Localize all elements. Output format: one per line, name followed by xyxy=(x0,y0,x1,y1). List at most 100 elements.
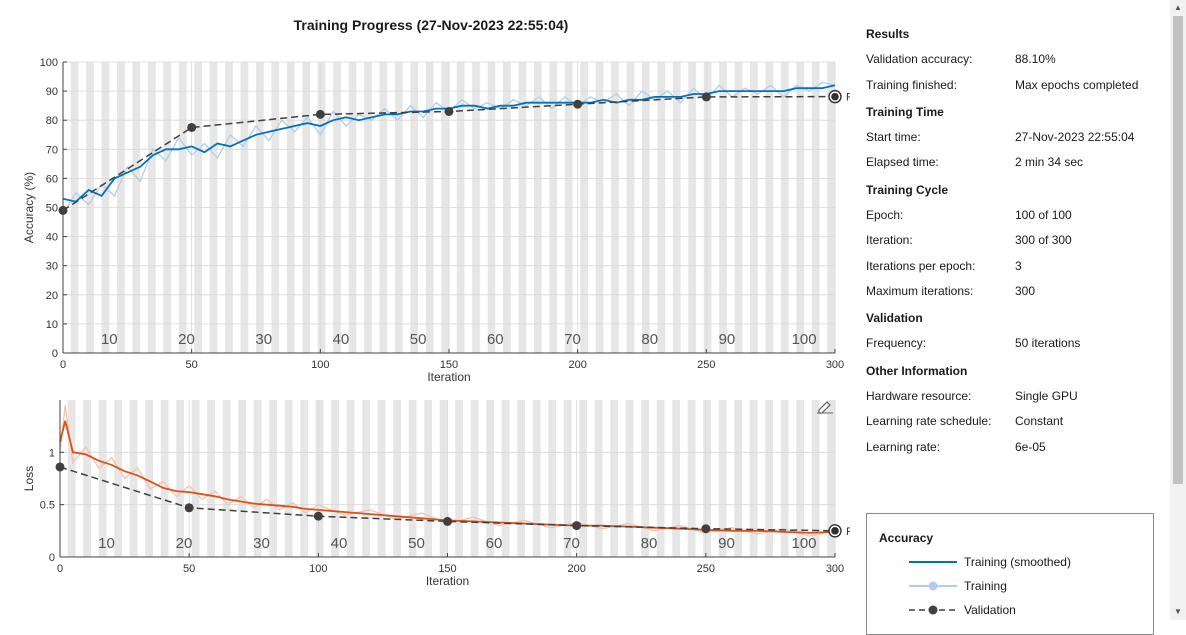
training-time-heading: Training Time xyxy=(866,105,944,119)
y-tick-label: 1 xyxy=(49,447,55,459)
epoch-band xyxy=(517,400,525,557)
epoch-band xyxy=(703,400,711,557)
epoch-label: 80 xyxy=(641,535,658,552)
x-tick-label: 300 xyxy=(826,563,844,575)
legend-validation-swatch xyxy=(909,605,957,615)
epoch-band xyxy=(424,400,432,557)
epoch-label: 20 xyxy=(178,331,195,348)
legend-training-swatch xyxy=(909,581,957,591)
epoch-label: 10 xyxy=(98,535,115,552)
hardware-resource-value: Single GPU xyxy=(1015,389,1078,403)
validation-point xyxy=(315,109,325,119)
x-tick-label: 100 xyxy=(309,563,327,575)
vertical-scrollbar[interactable]: ▲ ▼ xyxy=(1170,0,1186,620)
epoch-band xyxy=(83,400,91,557)
info-label: Maximum iterations: xyxy=(866,284,974,298)
validation-point xyxy=(184,503,194,513)
validation-point xyxy=(444,106,454,116)
info-label: Iterations per epoch: xyxy=(866,259,976,273)
learning-rate-schedule-value: Constant xyxy=(1015,414,1064,428)
epoch-label: 40 xyxy=(331,535,348,552)
x-axis-label: Iteration xyxy=(426,574,469,588)
training-finished-value: Max epochs completed xyxy=(1015,78,1139,92)
epoch-band xyxy=(548,400,556,557)
epoch-label: 30 xyxy=(253,535,270,552)
results-heading: Results xyxy=(866,27,910,41)
learning-rate-value: 6e-05 xyxy=(1015,440,1046,454)
x-tick-label: 100 xyxy=(311,359,329,371)
iteration-value: 300 of 300 xyxy=(1015,233,1072,247)
epoch-band xyxy=(98,400,107,557)
y-tick-label: 10 xyxy=(46,319,58,331)
epoch-band xyxy=(160,400,169,557)
info-label: Learning rate: xyxy=(866,440,941,454)
scroll-down-icon[interactable]: ▼ xyxy=(1174,607,1182,616)
scroll-up-icon[interactable]: ▲ xyxy=(1174,3,1182,12)
epoch-band xyxy=(718,400,727,557)
epoch-band xyxy=(362,400,370,557)
y-tick-label: 70 xyxy=(46,144,58,156)
epoch-band xyxy=(238,400,246,557)
epoch-band xyxy=(641,400,649,557)
validation-point xyxy=(572,521,582,531)
x-tick-label: 0 xyxy=(60,359,66,371)
epoch-band xyxy=(749,400,758,557)
epoch-band xyxy=(129,400,138,557)
final-marker xyxy=(831,92,839,101)
epoch-band xyxy=(207,400,215,557)
x-tick-label: 250 xyxy=(697,359,715,371)
epoch-band xyxy=(191,400,200,557)
info-label: Training finished: xyxy=(866,78,957,92)
epoch-band xyxy=(253,400,262,557)
epoch-band xyxy=(393,400,401,557)
epoch-label: 50 xyxy=(410,331,427,348)
epoch-band xyxy=(470,400,479,557)
epoch-band xyxy=(780,400,789,557)
epoch-label: 90 xyxy=(719,331,736,348)
validation-point xyxy=(701,92,711,102)
epoch-band xyxy=(377,400,386,557)
info-label: Frequency: xyxy=(866,336,927,350)
epoch-band xyxy=(765,400,773,557)
x-axis-label: Iteration xyxy=(427,370,470,384)
info-label: Start time: xyxy=(866,130,921,144)
epoch-band xyxy=(734,400,742,557)
y-tick-label: 0 xyxy=(49,552,55,564)
start-time-value: 27-Nov-2023 22:55:04 xyxy=(1015,130,1135,144)
epoch-band xyxy=(439,400,448,557)
legend-smoothed-swatch xyxy=(909,561,957,563)
scrollbar-thumb[interactable] xyxy=(1173,16,1183,484)
y-axis-label: Loss xyxy=(22,466,36,491)
epoch-band xyxy=(796,400,804,557)
y-tick-label: 0.5 xyxy=(40,500,55,512)
loss-chart: 102030405060708090100Final05010015020025… xyxy=(22,400,850,588)
epoch-band xyxy=(486,400,494,557)
info-label: Hardware resource: xyxy=(866,389,972,403)
y-tick-label: 20 xyxy=(46,290,58,302)
legend-item-validation: Validation xyxy=(964,603,1016,617)
final-label: Final xyxy=(846,92,850,104)
epoch-label: 90 xyxy=(718,535,735,552)
epoch-label: 60 xyxy=(486,535,503,552)
x-tick-label: 200 xyxy=(567,563,585,575)
epoch-band xyxy=(827,400,835,557)
validation-accuracy-value: 88.10% xyxy=(1015,52,1056,66)
accuracy-legend: Accuracy Training (smoothed) Training Va… xyxy=(866,513,1154,635)
epoch-band xyxy=(579,400,587,557)
epoch-band xyxy=(346,400,355,557)
y-tick-label: 80 xyxy=(46,115,58,127)
info-label: Iteration: xyxy=(866,233,913,247)
epoch-band xyxy=(672,400,680,557)
epoch-band xyxy=(532,400,541,557)
training-plots: Training Progress (27-Nov-2023 22:55:04)… xyxy=(22,17,850,588)
validation-heading: Validation xyxy=(866,311,923,325)
x-tick-label: 200 xyxy=(568,359,586,371)
elapsed-time-value: 2 min 34 sec xyxy=(1015,155,1084,169)
epoch-band xyxy=(331,400,339,557)
epoch-label: 50 xyxy=(408,535,425,552)
final-label: Final xyxy=(846,526,850,538)
epoch-band xyxy=(501,400,510,557)
x-tick-label: 0 xyxy=(57,563,63,575)
edit-icon[interactable] xyxy=(816,398,834,414)
y-tick-label: 0 xyxy=(52,348,58,360)
